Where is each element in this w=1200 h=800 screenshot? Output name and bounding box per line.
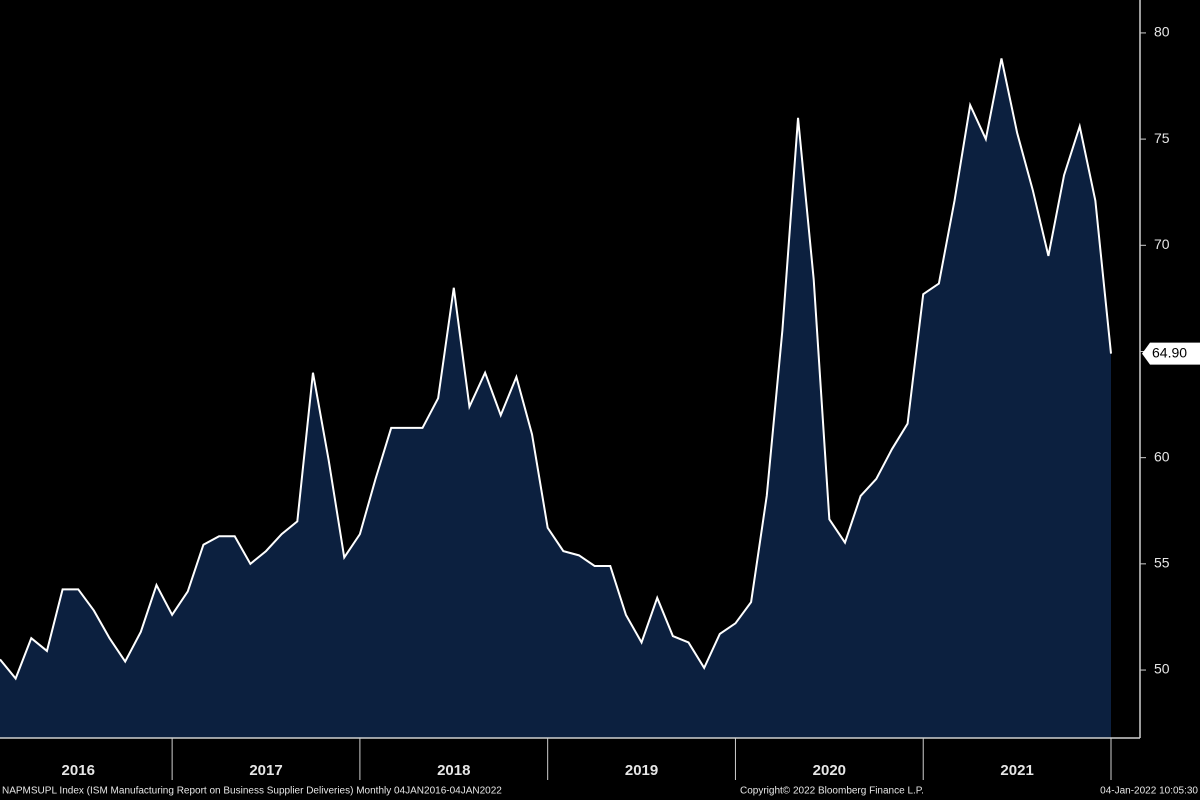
plot-area [0, 58, 1112, 738]
line [0, 58, 1112, 681]
copyright: Copyright© 2022 Bloomberg Finance L.P. [740, 786, 924, 797]
value-label: 64.90 [1152, 344, 1187, 360]
y-tick-label: 80 [1154, 24, 1170, 40]
x-tick-label: 2018 [437, 762, 470, 779]
source-note: NAPMSUPL Index (ISM Manufacturing Report… [2, 786, 502, 797]
x-tick-label: 2016 [62, 762, 95, 779]
x-tick-label: 2017 [249, 762, 282, 779]
y-tick-label: 60 [1154, 448, 1170, 464]
value-tag [1142, 342, 1200, 365]
y-tick-label: 55 [1154, 555, 1170, 571]
timestamp: 04-Jan-2022 10:05:30 [1100, 786, 1198, 797]
y-tick-label: 70 [1154, 236, 1170, 252]
y-tick-label: 50 [1154, 661, 1170, 677]
x-tick-label: 2019 [625, 762, 658, 779]
x-tick-label: 2020 [813, 762, 846, 779]
x-tick-label: 2021 [1000, 762, 1033, 779]
area [0, 58, 1111, 738]
y-tick-label: 75 [1154, 130, 1170, 146]
